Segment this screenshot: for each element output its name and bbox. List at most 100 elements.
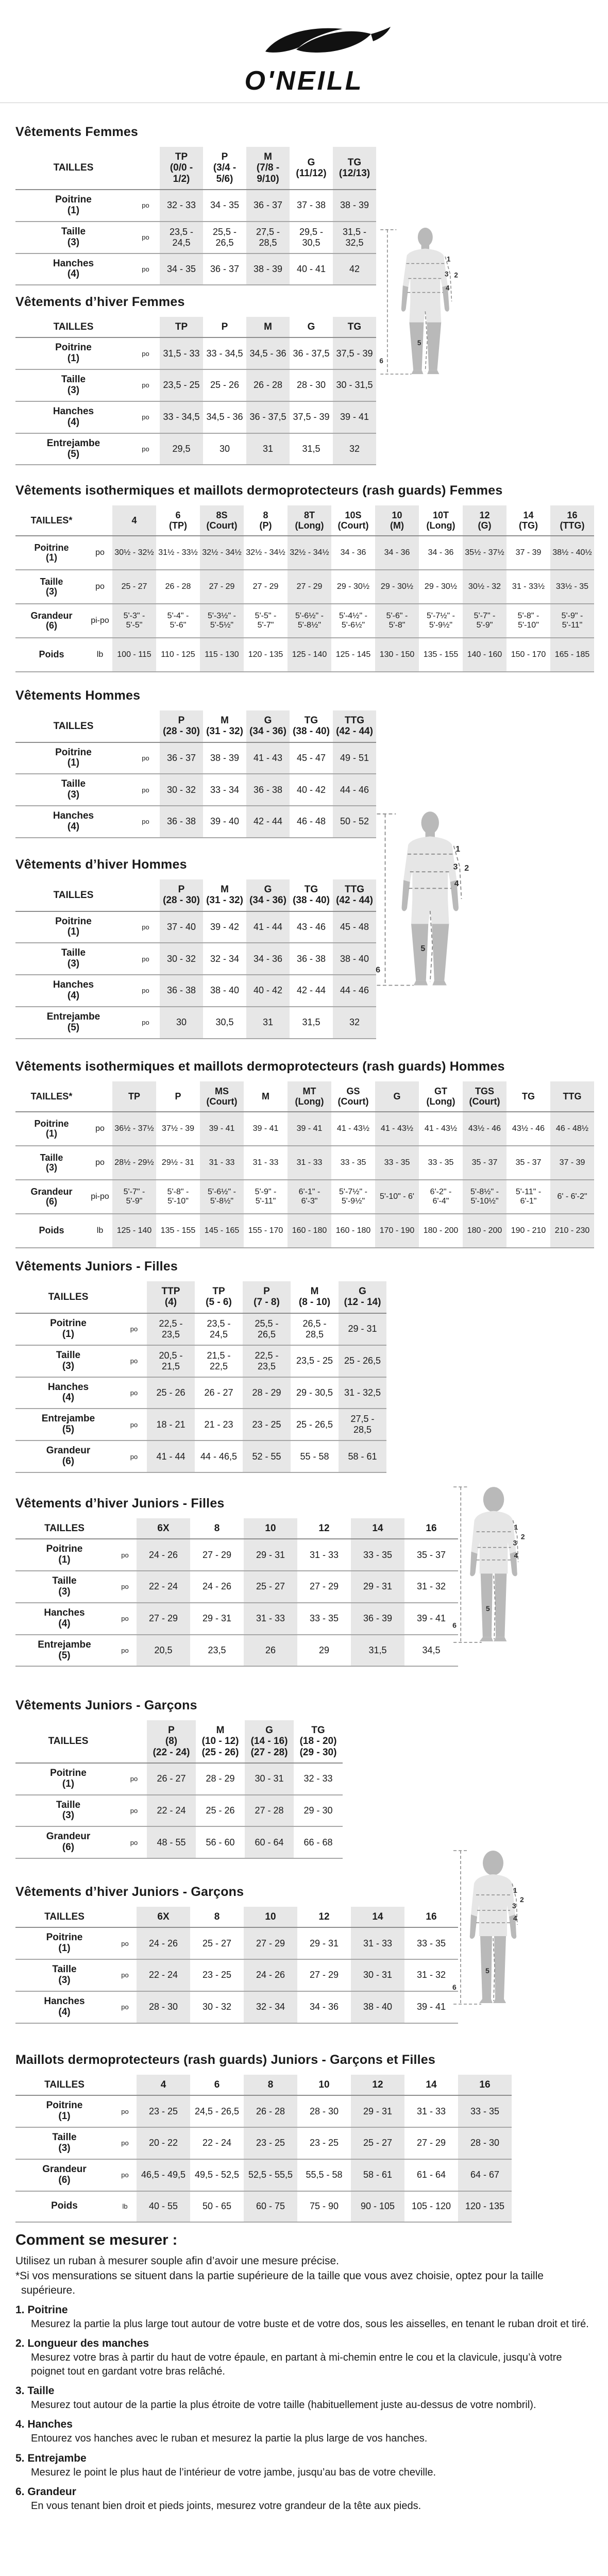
value-cell: 6'-1" - 6'-3" [288,1180,331,1215]
value-cell: 21 - 23 [195,1409,243,1442]
value-cell: 26 - 27 [195,1377,243,1410]
value-cell: 37 - 40 [160,911,203,944]
value-cell: 34 - 36 [375,536,419,571]
measure-row: Poitrine (1) po 24 - 26 25 - 27 27 - 29 29 - 3… [15,1927,458,1960]
row-label: Hanches (4) [15,1602,113,1635]
value-cell: 31 - 33 [288,1146,331,1181]
value-cell: 37,5 - 39 [290,401,333,434]
value-cell: 27 - 29 [137,1602,190,1635]
size-column-header: 4 [137,2075,190,2096]
value-cell: 26 - 28 [156,570,200,605]
size-column-header: M (31 - 32) [203,879,246,912]
value-cell: 35 - 37 [506,1146,550,1181]
value-cell: 41 - 43 [246,742,290,775]
value-cell: 23 - 25 [137,2095,190,2128]
measure-row: Poitrine (1) po 22,5 - 23,5 23,5 - 24,5 25,5 … [15,1313,386,1346]
value-cell: 23,5 [190,1634,244,1667]
value-cell: 27 - 29 [244,570,288,605]
value-cell: 31 [246,433,290,466]
value-cell: 5'-6½" - 5'-8½" [200,1180,244,1215]
value-cell: 23 - 25 [190,1959,244,1992]
value-cell: 25 - 27 [244,1571,297,1603]
value-cell: 29½ - 31 [156,1146,200,1181]
measure-row: Poitrine (1) po 32 - 33 34 - 35 36 - 37 37 - 3… [15,189,376,222]
value-cell: 29 - 30½ [375,570,419,605]
unit-cell: po [131,401,160,434]
measure-row: Poitrine (1) po 37 - 40 39 - 42 41 - 44 43 - 4… [15,911,376,944]
unit-header-cell [121,1720,147,1764]
value-cell: 37 - 39 [550,1146,594,1181]
section-title: Vêtements d’hiver Juniors - Filles [15,1496,225,1511]
unit-cell: lb [113,2191,137,2223]
measure-row: Grandeur (6) po 48 - 55 56 - 60 60 - 64 66 - 6… [15,1826,343,1859]
section-title: Vêtements d’hiver Hommes [15,857,187,872]
value-cell: 5'-10" - 6' [375,1180,419,1215]
value-cell: 33 - 34 [203,774,246,807]
section-title: Vêtements d’hiver Juniors - Garçons [15,1885,244,1899]
value-cell: 27 - 29 [288,570,331,605]
size-column-header: TG (18 - 20) (29 - 30) [294,1720,343,1764]
measure-row: Hanches (4) po 27 - 29 29 - 31 31 - 33 33 - 35… [15,1602,458,1635]
value-cell: 28½ - 29½ [112,1146,156,1181]
how-to-measure-item: 2. Longueur des manches Mesurez votre bra… [15,2337,593,2378]
value-cell: 26 [244,1634,297,1667]
unit-header-cell [88,505,112,537]
value-cell: 23,5 - 25 [291,1345,339,1378]
unit-cell: po [131,433,160,466]
value-cell: 5'-3½" - 5'-5½" [200,604,244,639]
value-cell: 31 - 33 [244,1602,297,1635]
measure-point-label: 5 [485,1967,489,1975]
unit-cell: po [131,189,160,222]
measure-row: Hanches (4) po 28 - 30 30 - 32 32 - 34 34 - 36… [15,1991,458,2024]
value-cell: 100 - 115 [112,638,156,673]
value-cell: 64 - 67 [458,2159,512,2192]
unit-cell: po [131,253,160,286]
section-hommes: Vêtements Hommes TAILLES P (28 - 30) M (31 - … [15,688,376,838]
value-cell: 165 - 185 [550,638,594,673]
value-cell: 31 - 33 [297,1539,351,1572]
value-cell: 28 - 30 [297,2095,351,2128]
value-cell: 24 - 26 [190,1571,244,1603]
value-cell: 23,5 - 25 [160,369,203,402]
value-cell: 33 - 35 [297,1602,351,1635]
value-cell: 25 - 26 [203,369,246,402]
size-column-header: TTP (4) [147,1281,195,1314]
sizes-header-label: TAILLES [15,1907,113,1928]
value-cell: 55 - 58 [291,1440,339,1473]
value-cell: 25 - 26,5 [339,1345,386,1378]
unit-header-cell [113,1907,137,1928]
section-juniors-garcons: Vêtements Juniors - Garçons TAILLES P (8) (2… [15,1698,343,1859]
value-cell: 28 - 30 [458,2127,512,2160]
how-to-item-title: 2. Longueur des manches [15,2337,149,2350]
size-column-header: P (28 - 30) [160,879,203,912]
value-cell: 110 - 125 [156,638,200,673]
value-cell: 5'-3" - 5'-5" [112,604,156,639]
value-cell: 30 - 31 [351,1959,404,1992]
size-column-header: M (7/8 - 9/10) [246,147,290,190]
value-cell: 26,5 - 28,5 [291,1313,339,1346]
measure-row: Taille (3) po 22 - 24 25 - 26 27 - 28 29 - 30 [15,1794,343,1827]
value-cell: 30 - 32 [160,774,203,807]
value-cell: 52,5 - 55,5 [244,2159,297,2192]
how-to-item-text: Mesurez le point le plus haut de l’intér… [31,2466,436,2478]
measure-row: Poids lb 125 - 140 135 - 155 145 - 165 155 - … [15,1214,594,1249]
value-cell: 25 - 26 [196,1794,245,1827]
value-cell: 32½ - 34½ [244,536,288,571]
unit-cell: po [113,1634,137,1667]
sizes-header-label: TAILLES [15,1720,121,1764]
value-cell: 60 - 75 [244,2191,297,2223]
how-to-measure-intro: *Si vos mensurations se situent dans la … [15,2270,544,2296]
measure-row: Taille (3) po 30 - 32 32 - 34 34 - 36 36 - 38 3… [15,943,376,976]
row-label: Poitrine (1) [15,1927,113,1960]
value-cell: 29 - 31 [244,1539,297,1572]
unit-cell: po [121,1313,147,1346]
value-cell: 41 - 43½ [375,1112,419,1147]
value-cell: 32½ - 34½ [288,536,331,571]
value-cell: 31 - 32 [404,1571,458,1603]
value-cell: 5'-7" - 5'-9" [463,604,506,639]
value-cell: 50 - 52 [333,806,376,838]
measure-point-label: 3 [512,1902,516,1910]
row-label: Entrejambe (5) [15,1006,131,1039]
value-cell: 45 - 48 [333,911,376,944]
size-table: TAILLES 4 6 8 10 12 14 16 Poitrine (1) po 23 - 25 24… [15,2075,512,2223]
